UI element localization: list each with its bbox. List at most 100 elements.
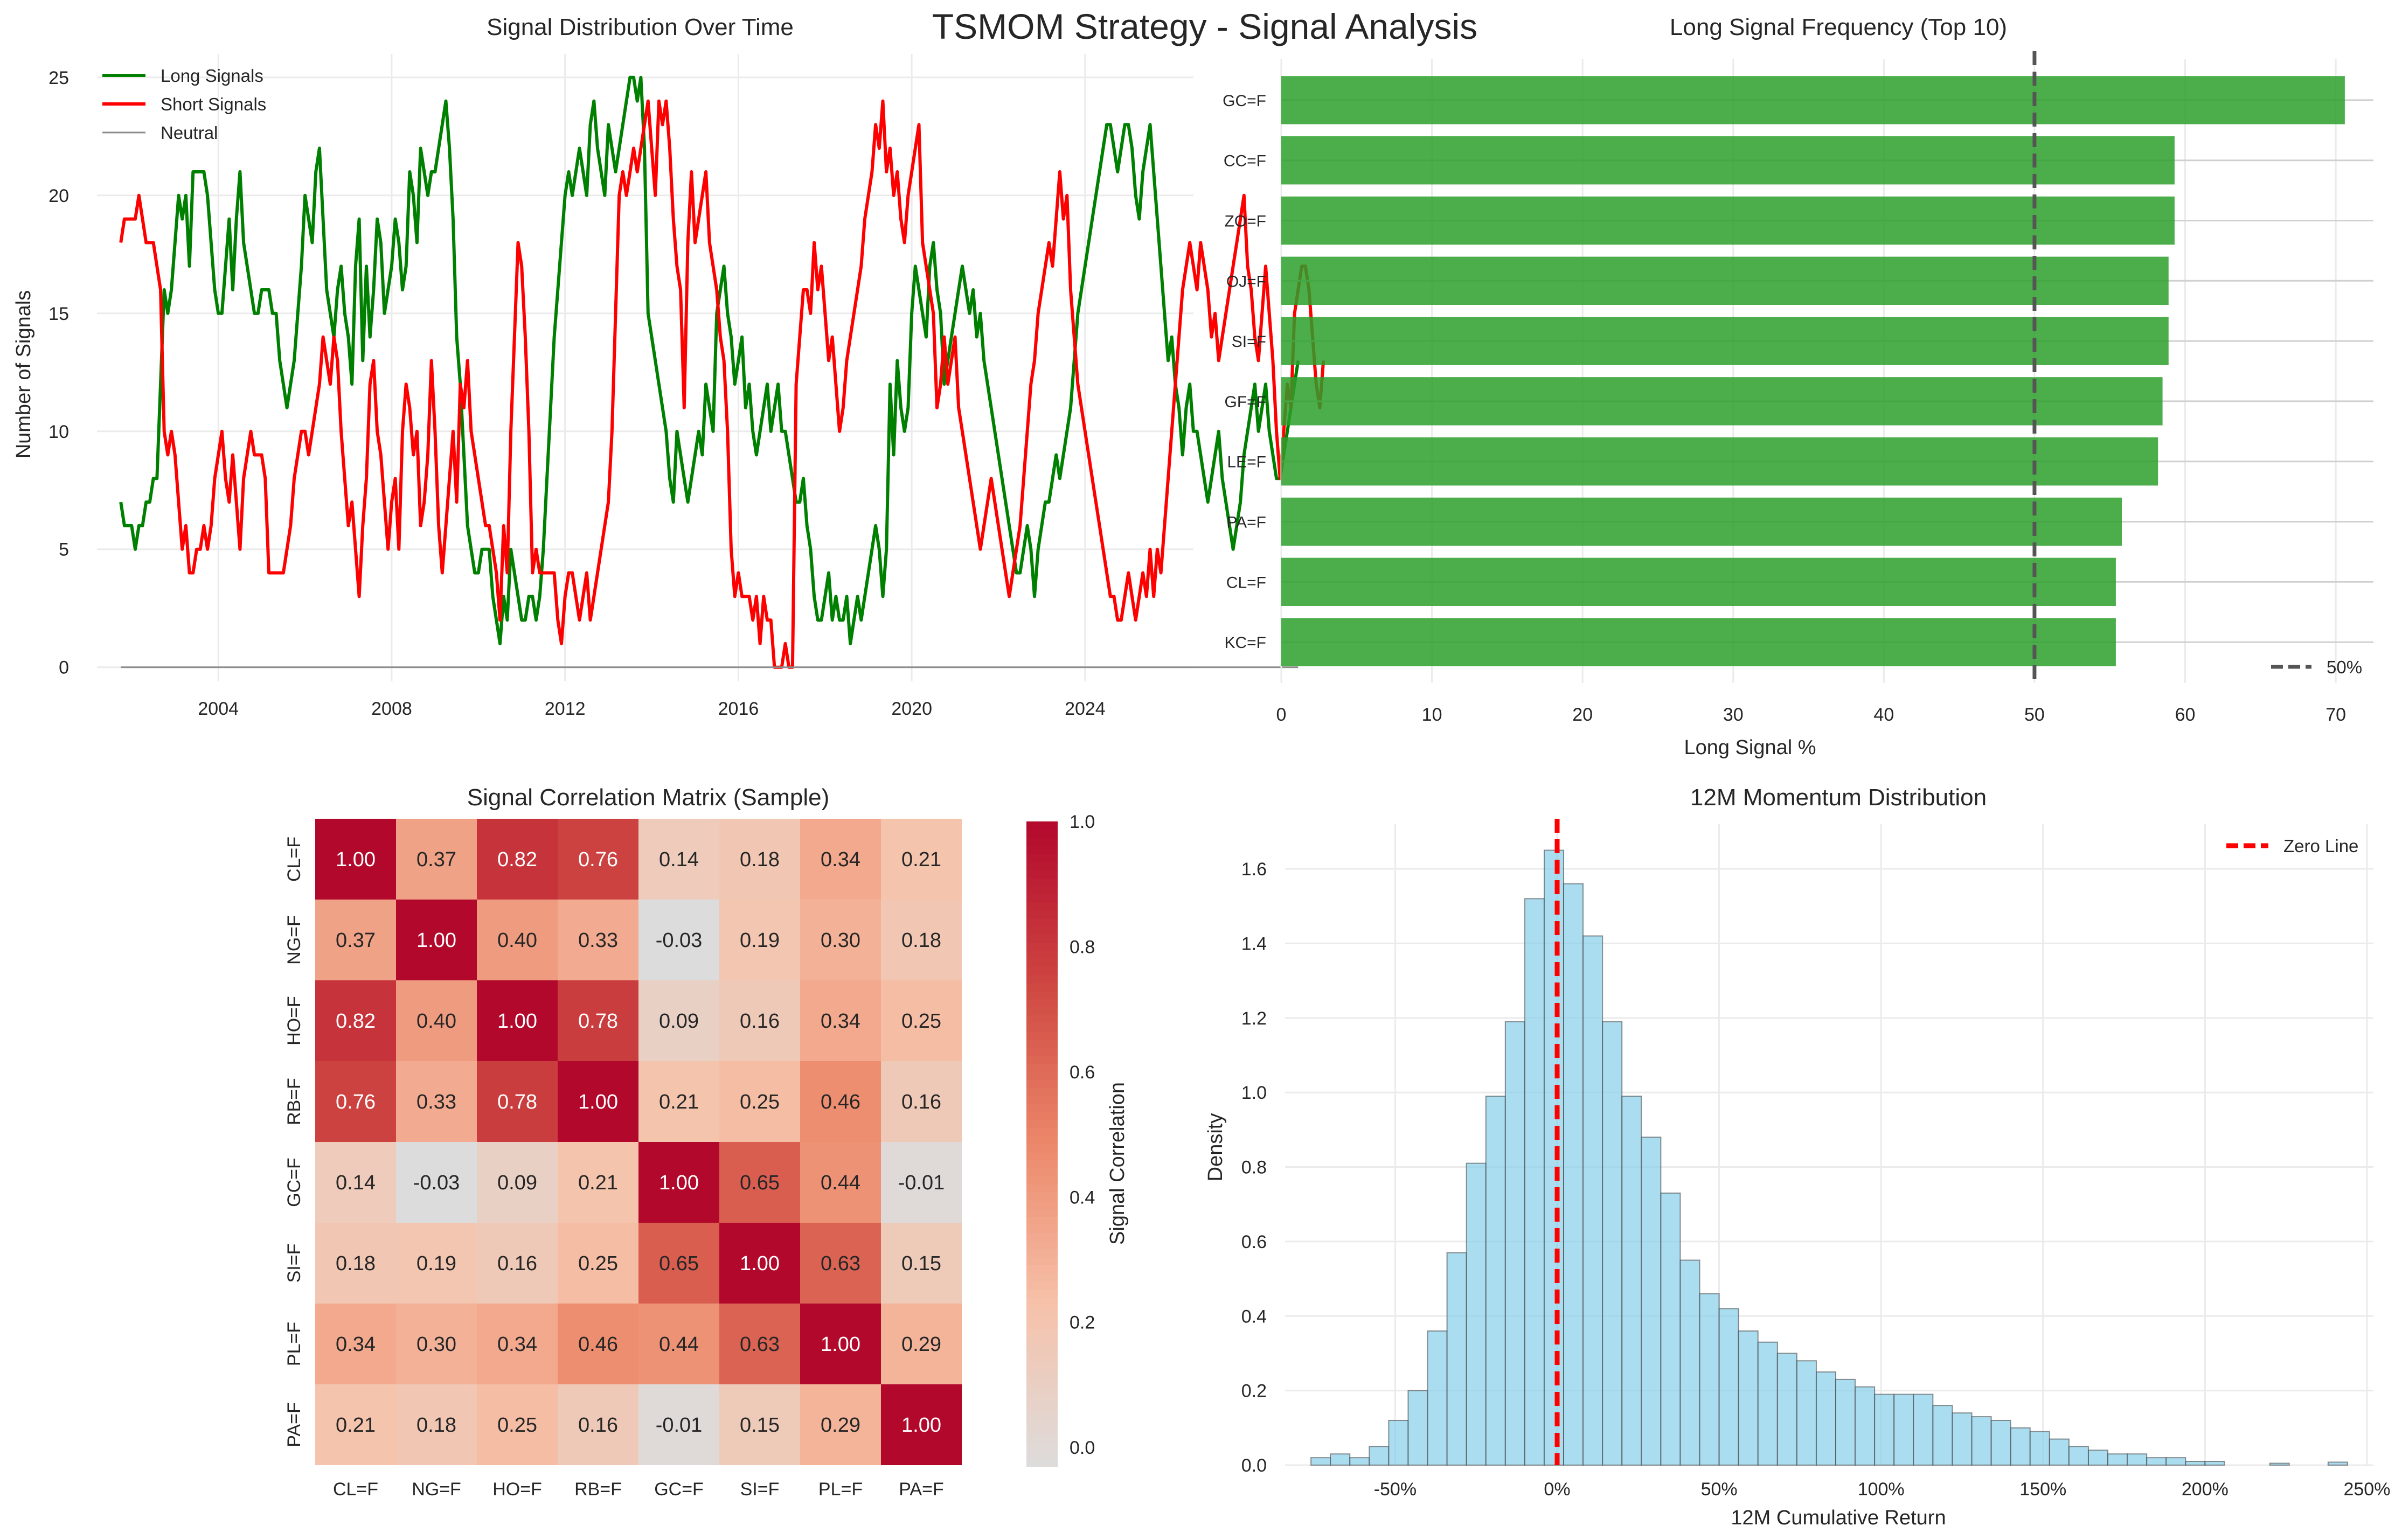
p4-bar: [1485, 1096, 1506, 1466]
p2-xtick-label: 60: [2175, 705, 2196, 725]
p3-cell-value: 0.34: [821, 1010, 860, 1033]
p3-colorbar-step: [1026, 902, 1058, 911]
p3-cell-value: 0.30: [416, 1333, 456, 1356]
p1-ylabel: Number of Signals: [12, 290, 35, 459]
p2-xtick-label: 30: [1723, 705, 1744, 725]
p4-xtick-label: 0%: [1544, 1479, 1570, 1500]
p4-xtick-label: 200%: [2182, 1479, 2229, 1500]
p4-bar: [2127, 1453, 2148, 1466]
p2-xtick-label: 70: [2325, 705, 2346, 725]
suptitle: TSMOM Strategy - Signal Analysis: [932, 6, 1477, 46]
p3-colorbar-step: [1026, 1063, 1058, 1072]
p2-xtick-label: 10: [1422, 705, 1442, 725]
p3-cell: [800, 1304, 881, 1384]
p2-ytick-label: SI=F: [1232, 333, 1266, 351]
p3-colorbar-step: [1026, 1305, 1058, 1314]
p3-cell: [638, 1223, 719, 1304]
p4-bar: [1932, 1405, 1953, 1466]
p3-colorbar-step: [1026, 991, 1058, 1000]
p3-colorbar-step: [1026, 1192, 1058, 1201]
p3-cell: [800, 1223, 881, 1304]
p3-cell-value: 0.40: [497, 929, 537, 952]
p3-cell-value: 1.00: [821, 1333, 860, 1356]
p3-colorbar-step: [1026, 1216, 1058, 1225]
p3-cell: [558, 819, 638, 900]
p4-bar: [1855, 1386, 1876, 1466]
p4-bar: [1310, 1457, 1331, 1466]
p4-bar: [1738, 1330, 1759, 1466]
p3-colorbar-step: [1026, 821, 1058, 830]
p3-colorbar-step: [1026, 1450, 1058, 1459]
p4-bar: [1893, 1393, 1914, 1466]
p3-col-label: PA=F: [899, 1479, 943, 1500]
p3-cell: [396, 1384, 477, 1465]
p4-xtick-label: -50%: [1374, 1479, 1417, 1500]
p3-cell-value: 0.19: [416, 1252, 456, 1275]
p1-legend: Long Signals Short Signals Neutral: [102, 66, 266, 143]
p3-cell: [719, 1223, 800, 1304]
p4-bar: [1563, 883, 1584, 1466]
p3-colorbar-step: [1026, 1208, 1058, 1217]
p3-colorbar-step: [1026, 1280, 1058, 1290]
p3-colorbar-step: [1026, 974, 1058, 984]
p4-bar: [1446, 1252, 1467, 1466]
p3-colorbar-step: [1026, 958, 1058, 967]
p3-colorbar-step: [1026, 1297, 1058, 1306]
p3-colorbar-tick: 0.4: [1070, 1187, 1095, 1208]
p2-bar: [1281, 497, 2122, 546]
p3-cells: 1.00 0.37 0.82 0.76 0.14 0.18 0.34 0.21 0.37 1.00…: [315, 819, 962, 1465]
p3-colorbar-label: Signal Correlation: [1106, 1082, 1129, 1245]
p3-cell: [719, 900, 800, 980]
p4-bar: [2087, 1450, 2109, 1466]
p4-xtick-label: 100%: [1858, 1479, 1905, 1500]
p4-bar: [1621, 1096, 1642, 1466]
p3-colorbar-step: [1026, 934, 1058, 943]
p3-cell: [800, 900, 881, 980]
p3-colorbar-step: [1026, 829, 1058, 838]
p3-row-label: SI=F: [284, 1244, 304, 1283]
p2-bar: [1281, 437, 2158, 486]
p3-cell: [477, 980, 558, 1061]
p3-cell-value: 0.40: [416, 1010, 456, 1033]
p3-cell-value: 0.37: [416, 848, 456, 871]
p3-cell: [477, 1384, 558, 1465]
p3-cell-value: 0.46: [821, 1091, 860, 1113]
p3-colorbar-step: [1026, 1272, 1058, 1281]
p1-legend-label: Long Signals: [161, 66, 263, 86]
p3-colorbar-tick: 1.0: [1070, 812, 1095, 832]
p3-cell-value: 0.19: [740, 929, 780, 952]
p3-row-label: RB=F: [284, 1078, 304, 1125]
p3-cell: [558, 1142, 638, 1223]
p3-colorbar-step: [1026, 966, 1058, 975]
p3-cell-value: 0.16: [901, 1091, 941, 1113]
p3-colorbar-step: [1026, 861, 1058, 870]
p3-colorbar-step: [1026, 1200, 1058, 1209]
p3-colorbar-step: [1026, 1329, 1058, 1338]
p3-cell-value: 0.63: [740, 1333, 780, 1356]
p3-cell-value: 1.00: [740, 1252, 780, 1275]
p3-cell: [477, 1304, 558, 1384]
p4-bar: [1913, 1393, 1934, 1466]
p3-cell-value: 0.21: [336, 1414, 376, 1437]
p2-bar: [1281, 76, 2345, 124]
p3-cell: [315, 1384, 396, 1465]
p3-colorbar-step: [1026, 886, 1058, 895]
p3-cell-value: 1.00: [901, 1414, 941, 1437]
p3-colorbar-step: [1026, 1337, 1058, 1346]
p3-cell: [800, 980, 881, 1061]
p3-cell-value: 0.78: [497, 1091, 537, 1113]
p3-colorbar-step: [1026, 1393, 1058, 1403]
p3-colorbar-step: [1026, 853, 1058, 862]
p3-cell: [558, 900, 638, 980]
p3-cell: [315, 980, 396, 1061]
p4-ytick-label: 0.6: [1241, 1232, 1267, 1252]
p3-colorbar-step: [1026, 1353, 1058, 1362]
p3-col-label: PL=F: [818, 1479, 863, 1500]
p4-bar: [1524, 898, 1545, 1466]
p4-bar: [2068, 1446, 2089, 1466]
p3-colorbar-step: [1026, 1256, 1058, 1265]
p3-cell-value: -0.03: [413, 1172, 460, 1194]
p4-ytick-label: 0.0: [1241, 1455, 1267, 1476]
p3-colorbar-step: [1026, 1369, 1058, 1378]
p2-bar: [1281, 256, 2169, 305]
